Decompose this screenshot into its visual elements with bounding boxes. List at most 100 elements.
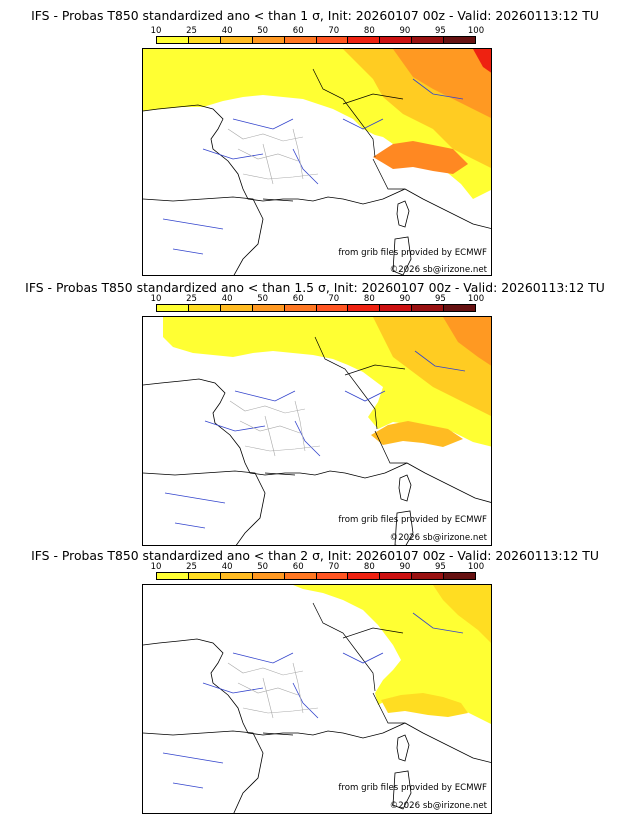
- legend-swatch: [220, 37, 253, 43]
- legend-tick-label: 60: [292, 294, 304, 304]
- probability-area-mid: [433, 585, 491, 643]
- probability-area-peak: [473, 49, 491, 73]
- legend-tick-label: 70: [328, 294, 340, 304]
- legend-tick-label: 25: [186, 562, 197, 572]
- panel-title: IFS - Probas T850 standardized ano < tha…: [31, 8, 599, 23]
- department-boundaries: [227, 128, 319, 185]
- legend-tick-label: 95: [435, 562, 446, 572]
- legend-tick-label: 100: [467, 294, 485, 304]
- probability-area-alps: [371, 421, 463, 447]
- legend-tick-label: 80: [363, 294, 375, 304]
- legend-swatch: [252, 573, 285, 579]
- probability-area-alps: [373, 141, 468, 174]
- legend-swatch: [380, 573, 413, 579]
- legend-tick-label: 80: [363, 562, 375, 572]
- legend-swatch: [252, 37, 285, 43]
- legend-tick-label: 40: [221, 562, 233, 572]
- legend-swatch: [316, 305, 349, 311]
- legend-tick-label: 90: [399, 294, 411, 304]
- credit-copyright: ©2026 sb@irizone.net: [389, 265, 487, 275]
- legend-swatch: [188, 573, 221, 579]
- credit-copyright: ©2026 sb@irizone.net: [389, 533, 487, 543]
- country-borders: [264, 336, 407, 476]
- legend-swatch: [157, 573, 189, 579]
- coastline-iberia: [143, 196, 264, 275]
- credit-copyright: ©2026 sb@irizone.net: [389, 801, 487, 811]
- corsica: [398, 474, 412, 502]
- sardinia: [392, 236, 412, 275]
- country-borders: [262, 602, 405, 736]
- probability-legend: 10 25 40 50 60 70 80 90 95 100: [151, 26, 485, 48]
- legend-tick-label: 10: [150, 562, 162, 572]
- legend-tick-label: 25: [186, 294, 197, 304]
- department-boundaries: [229, 400, 321, 457]
- coastline: [143, 638, 491, 763]
- legend-tick-label: 40: [221, 294, 233, 304]
- credit-source: from grib files provided by ECMWF: [338, 515, 487, 525]
- probability-area-high: [443, 317, 491, 366]
- legend-tick-label: 90: [399, 562, 411, 572]
- rivers: [162, 612, 464, 789]
- legend-swatch: [412, 37, 445, 43]
- legend-colorbar: [156, 36, 476, 44]
- legend-tick-label: 90: [399, 26, 411, 36]
- legend-tick-label: 95: [435, 294, 446, 304]
- map-panel-2: IFS - Probas T850 standardized ano < tha…: [0, 276, 630, 546]
- legend-tick-label: 50: [257, 562, 269, 572]
- map-panel-3: IFS - Probas T850 standardized ano < tha…: [0, 546, 630, 828]
- probability-map: from grib files provided by ECMWF ©2026 …: [142, 316, 492, 546]
- legend-tick-label: 100: [467, 26, 485, 36]
- rivers: [164, 350, 466, 529]
- probability-map: from grib files provided by ECMWF ©2026 …: [142, 584, 492, 814]
- legend-tick-label: 95: [435, 26, 446, 36]
- probability-map: from grib files provided by ECMWF ©2026 …: [142, 48, 492, 276]
- legend-tick-label: 60: [292, 26, 304, 36]
- legend-swatch: [316, 37, 349, 43]
- legend-tick-label: 80: [363, 26, 375, 36]
- coastline: [143, 378, 491, 503]
- legend-swatch: [188, 305, 221, 311]
- legend-swatch: [348, 573, 381, 579]
- panel-title: IFS - Probas T850 standardized ano < tha…: [31, 548, 599, 563]
- legend-swatch: [284, 37, 317, 43]
- map-canvas: [143, 49, 491, 275]
- corsica: [396, 200, 410, 228]
- probability-area-high: [393, 49, 491, 118]
- probability-legend: 10 25 40 50 60 70 80 90 95 100: [151, 294, 485, 316]
- legend-tick-label: 10: [150, 294, 162, 304]
- sardinia: [392, 770, 412, 810]
- legend-colorbar: [156, 572, 476, 580]
- legend-swatch: [220, 573, 253, 579]
- legend-swatch: [412, 305, 445, 311]
- coastline-iberia: [143, 730, 264, 813]
- legend-labels: 10 25 40 50 60 70 80 90 95 100: [151, 562, 485, 572]
- legend-swatch: [380, 305, 413, 311]
- legend-labels: 10 25 40 50 60 70 80 90 95 100: [151, 294, 485, 304]
- legend-colorbar: [156, 304, 476, 312]
- legend-tick-label: 10: [150, 26, 162, 36]
- legend-swatch: [444, 573, 476, 579]
- legend-labels: 10 25 40 50 60 70 80 90 95 100: [151, 26, 485, 36]
- panel-title: IFS - Probas T850 standardized ano < tha…: [25, 280, 605, 295]
- probability-legend: 10 25 40 50 60 70 80 90 95 100: [151, 562, 485, 584]
- legend-tick-label: 70: [328, 26, 340, 36]
- rivers: [162, 78, 464, 255]
- credit-source: from grib files provided by ECMWF: [338, 783, 487, 793]
- legend-tick-label: 40: [221, 26, 233, 36]
- country-borders: [262, 68, 405, 202]
- credit-source: from grib files provided by ECMWF: [338, 248, 487, 258]
- probability-area-low: [293, 585, 491, 724]
- legend-swatch: [348, 37, 381, 43]
- legend-tick-label: 50: [257, 26, 269, 36]
- legend-swatch: [444, 37, 476, 43]
- legend-swatch: [348, 305, 381, 311]
- map-canvas: [143, 317, 491, 545]
- legend-swatch: [284, 573, 317, 579]
- legend-tick-label: 50: [257, 294, 269, 304]
- coastline: [143, 104, 491, 229]
- map-canvas: [143, 585, 491, 813]
- department-boundaries: [227, 662, 319, 719]
- map-panel-1: IFS - Probas T850 standardized ano < tha…: [0, 0, 630, 276]
- legend-swatch: [284, 305, 317, 311]
- legend-swatch: [444, 305, 476, 311]
